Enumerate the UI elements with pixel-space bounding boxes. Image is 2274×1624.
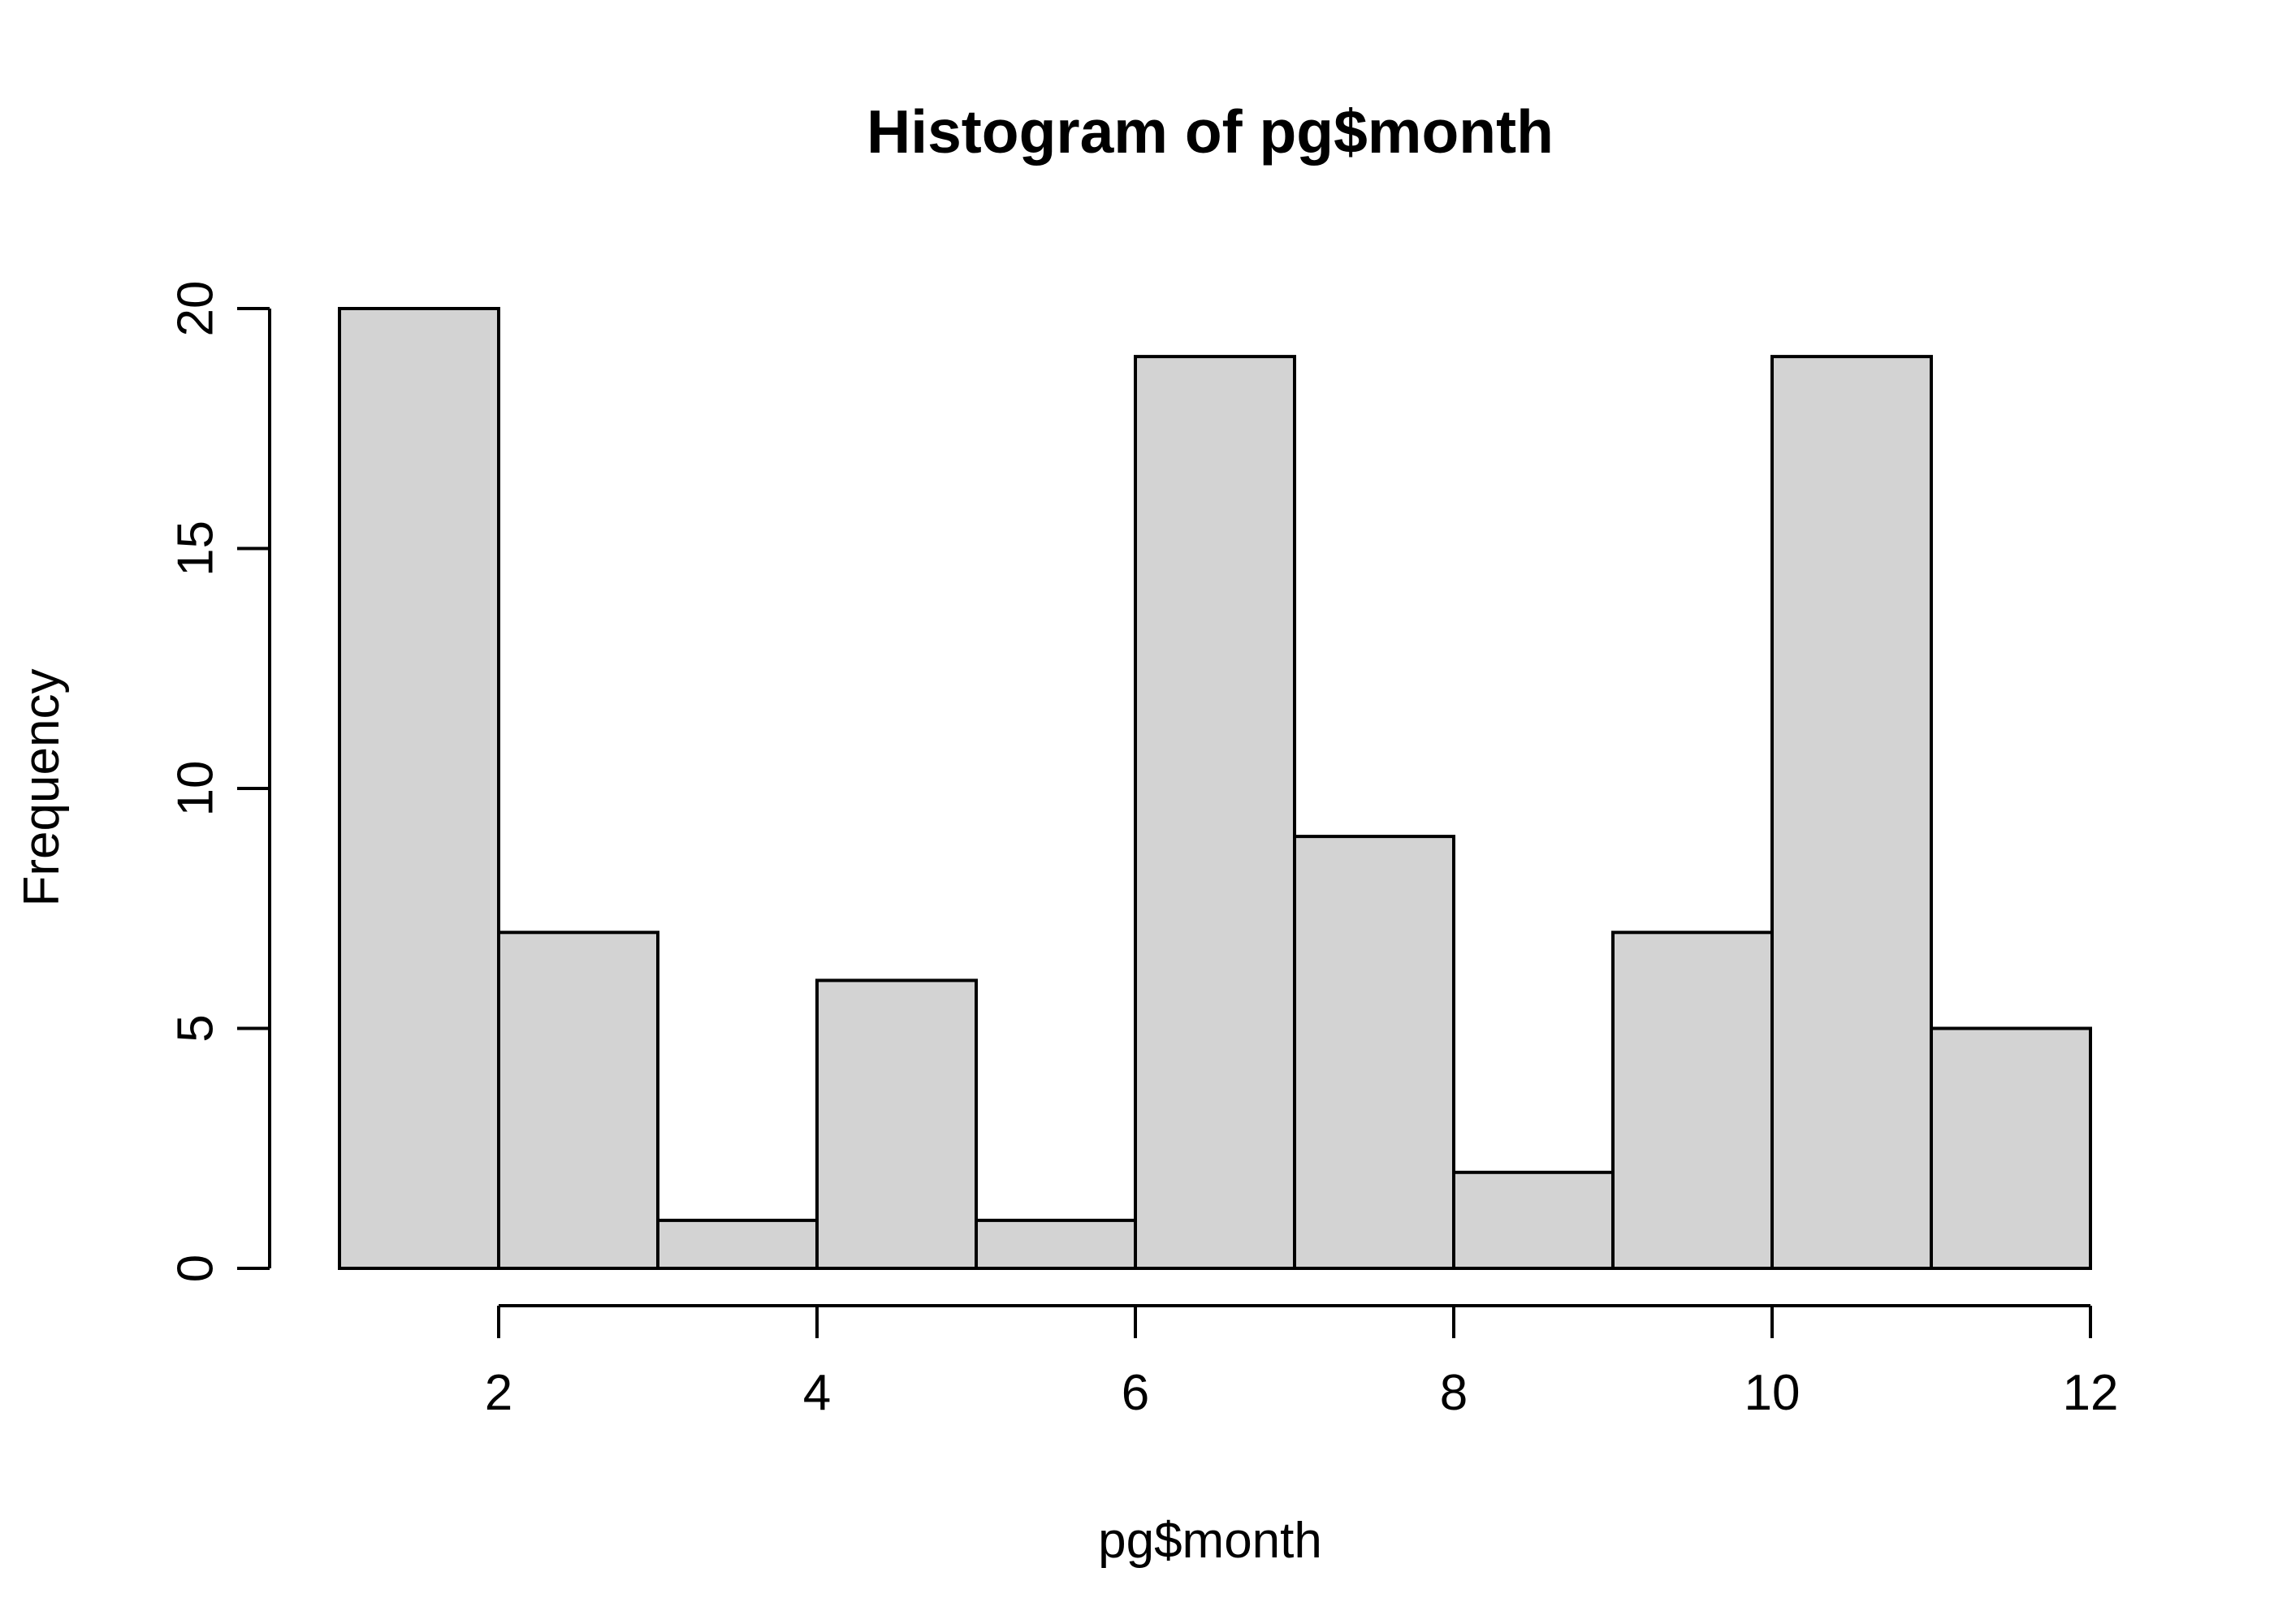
- x-tick-label: 10: [1744, 1365, 1801, 1421]
- histogram-bar: [1293, 835, 1455, 1270]
- histogram-bar: [1770, 355, 1933, 1271]
- y-tick-label: 0: [168, 1255, 224, 1282]
- x-tick-label: 2: [485, 1365, 512, 1421]
- histogram-bar: [1452, 1170, 1615, 1271]
- x-axis-label: pg$month: [1098, 1513, 1322, 1569]
- y-tick-label: 20: [168, 281, 224, 337]
- bars-group: [338, 307, 2092, 1271]
- y-axis: 0 5 10 15 20: [168, 281, 271, 1282]
- x-tick-label: 8: [1440, 1365, 1468, 1421]
- x-axis: 2 4 6 8 10 12: [485, 1304, 2119, 1421]
- histogram-bar: [815, 978, 978, 1271]
- histogram-bar: [497, 931, 659, 1271]
- y-tick-label: 10: [168, 761, 224, 817]
- histogram-bar: [338, 307, 500, 1270]
- histogram-bar: [656, 1218, 819, 1271]
- x-tick-label: 4: [803, 1365, 831, 1421]
- y-axis-label: Frequency: [14, 669, 70, 907]
- x-tick-label: 6: [1122, 1365, 1149, 1421]
- histogram-bar: [1930, 1026, 2092, 1270]
- histogram-bar: [1134, 355, 1296, 1271]
- x-tick-label: 12: [2063, 1365, 2119, 1421]
- y-tick-label: 15: [168, 520, 224, 577]
- chart-title: Histogram of pg$month: [867, 97, 1554, 166]
- y-tick-label: 5: [168, 1014, 224, 1042]
- histogram-bar: [1611, 931, 1774, 1271]
- histogram-bar: [975, 1218, 1137, 1271]
